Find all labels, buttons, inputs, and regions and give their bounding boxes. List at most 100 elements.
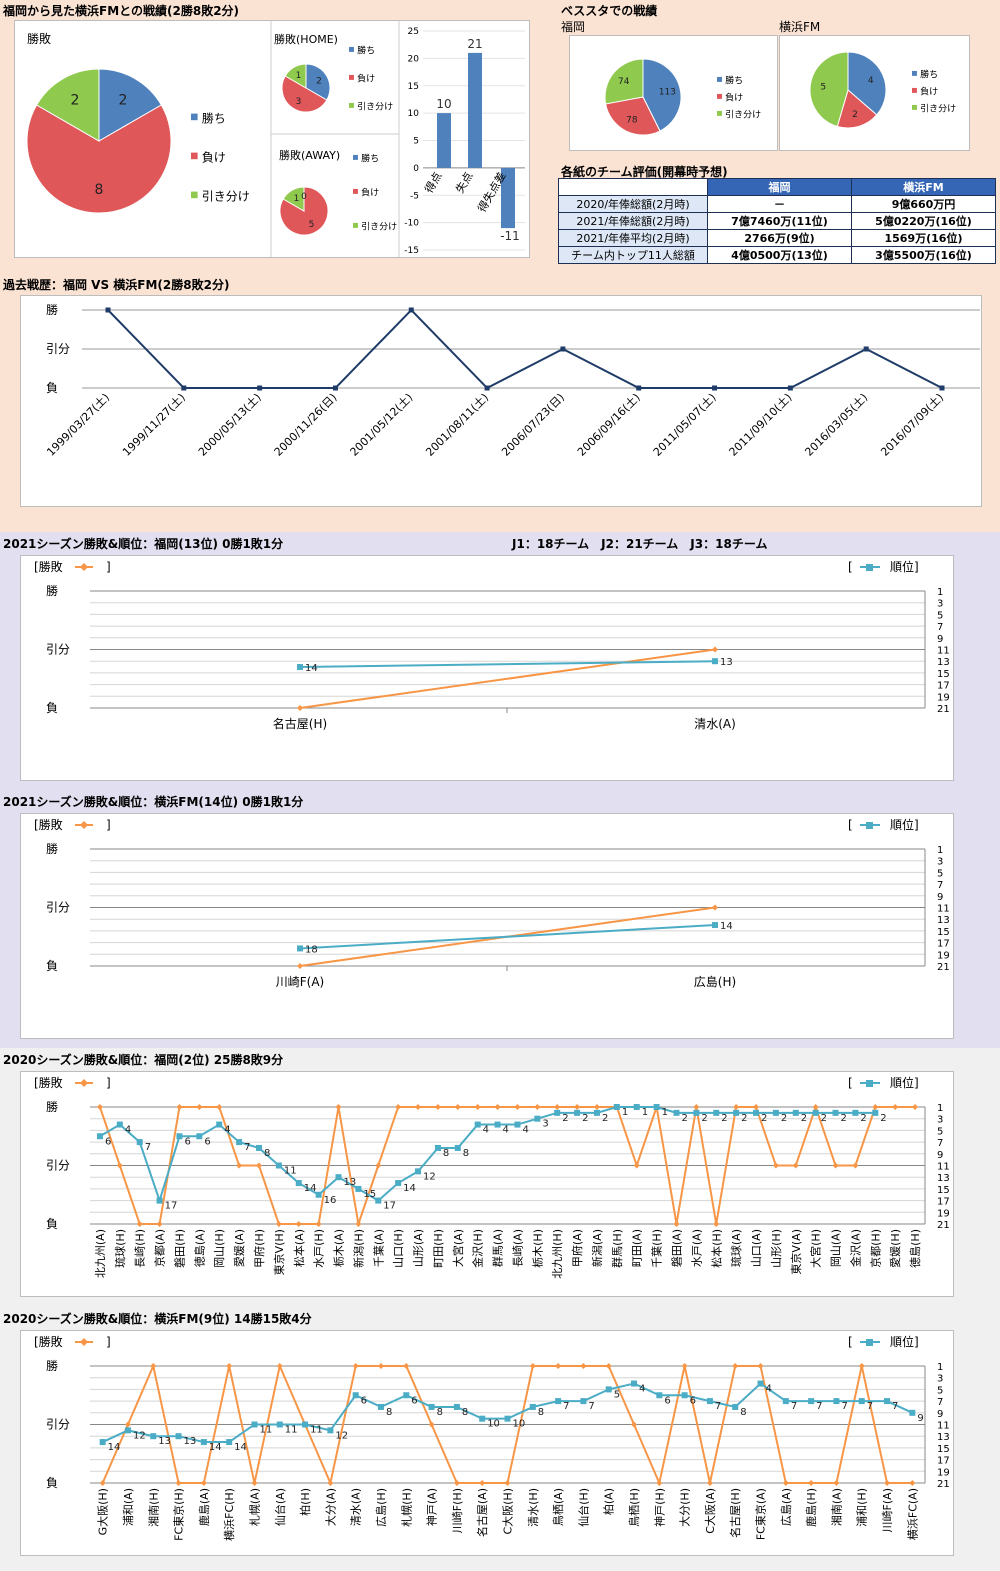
rank-data-label: 8	[538, 1407, 544, 1418]
rank-data-label: 2	[880, 1113, 886, 1124]
evaluation-header-yokohama: 横浜FM	[851, 178, 996, 196]
rank-point	[428, 1403, 435, 1410]
rank-point	[136, 1139, 143, 1146]
category-label-26: 群馬(H)	[610, 1229, 624, 1268]
rank-tick-label: 13	[937, 1432, 950, 1443]
result-point	[633, 1162, 640, 1169]
legend-result-marker	[80, 1338, 88, 1346]
result-point	[297, 963, 303, 969]
rank-tick-label: 7	[937, 1397, 943, 1408]
rank-data-label: 7	[145, 1142, 151, 1153]
legend-bracket: [	[848, 560, 853, 574]
rank-point	[782, 1398, 789, 1405]
rank-point	[712, 922, 718, 929]
result-point	[200, 1480, 207, 1486]
rank-data-label: 2	[681, 1113, 687, 1124]
rank-tick-label: 17	[937, 1456, 950, 1467]
rank-tick-label: 15	[937, 927, 950, 938]
category-label-27: 広島(A)	[779, 1488, 793, 1526]
rank-point	[124, 1427, 131, 1434]
rank-data-label: 7	[244, 1142, 250, 1153]
rank-point	[415, 1168, 422, 1175]
home-legend-swatch-0	[349, 46, 354, 52]
legend-rank-marker	[866, 1339, 873, 1346]
evaluation-cell-yokohama: 5億0220万(16位)	[851, 212, 996, 230]
goals-tick-label: 0	[413, 164, 419, 174]
rank-point	[403, 1392, 410, 1399]
rank-data-label: 10	[487, 1419, 500, 1430]
result-point	[912, 1104, 919, 1110]
rank-data-label: 4	[503, 1125, 509, 1136]
goals-tick-label: -5	[410, 191, 419, 201]
rank-point	[297, 664, 303, 671]
category-label-22: 神戸(H)	[652, 1488, 666, 1527]
category-label-30: 水戸(A)	[690, 1229, 703, 1267]
rank-tick-label: 21	[937, 962, 950, 973]
rank-data-label: 7	[563, 1401, 569, 1412]
category-label-24: 甲府(A)	[570, 1229, 584, 1267]
rank-data-label: 8	[462, 1407, 468, 1418]
rank-data-label: 2	[841, 1113, 847, 1124]
rank-data-label: 14	[304, 1183, 317, 1194]
rank-point	[355, 1185, 362, 1192]
goals-bar-0	[437, 113, 451, 168]
legend-bracket: [	[848, 818, 853, 832]
rank-point	[255, 1144, 262, 1151]
rank-point	[808, 1398, 815, 1405]
category-label-25: 名古屋(H)	[728, 1488, 742, 1538]
history-date-label-11: 2016/07/09(土)	[878, 391, 946, 459]
rank-data-label: 7	[791, 1401, 797, 1412]
evaluation-row: 2020/年俸総額(2月時) － 9億660万円	[558, 195, 996, 213]
evaluation-cell-yokohama: 3億5500万(16位)	[851, 246, 996, 264]
history-date-label-10: 2016/03/05(土)	[802, 391, 870, 459]
rank-point	[673, 1109, 680, 1116]
legend-result-label: [勝敗	[34, 559, 63, 574]
goals-tick-label: 25	[408, 27, 419, 37]
rank-point	[706, 1398, 713, 1405]
rank-data-label: 6	[411, 1395, 417, 1406]
result-ylabel-0: 勝	[46, 841, 58, 856]
besusta-fukuoka-pie-label-0: 113	[659, 87, 676, 97]
rank-tick-label: 13	[937, 1173, 950, 1184]
category-label-20: 群馬(A)	[491, 1229, 505, 1267]
result-point	[733, 1104, 740, 1110]
history-date-label-3: 2000/11/26(日)	[272, 391, 340, 459]
besusta-fukuoka-pie-slice-2	[604, 58, 644, 105]
result-ylabel-1: 引分	[46, 643, 70, 657]
rank-point	[96, 1133, 103, 1140]
rank-data-label: 6	[664, 1395, 670, 1406]
away-legend-label-0: 勝ち	[361, 153, 379, 165]
result-point	[757, 1363, 764, 1369]
rank-tick-label: 1	[937, 1103, 943, 1114]
rank-tick-label: 17	[937, 1197, 950, 1208]
category-label-8: 甲府(H)	[252, 1229, 266, 1268]
category-label-7: 仙台(A)	[273, 1488, 287, 1526]
history-point	[332, 385, 338, 391]
rank-data-label: 17	[383, 1201, 396, 1212]
rank-data-label: 5	[614, 1389, 620, 1400]
history-point	[712, 385, 718, 391]
result-point	[276, 1363, 283, 1369]
home-legend-swatch-1	[349, 74, 354, 80]
category-label-16: 山形(A)	[412, 1229, 425, 1267]
category-label-34: 山形(H)	[770, 1229, 783, 1268]
away-legend-swatch-2	[353, 222, 358, 228]
season-f20-panel	[20, 1071, 954, 1297]
history-date-label-8: 2011/05/07(土)	[651, 391, 719, 459]
rank-data-label: 14	[234, 1442, 247, 1453]
overall-pie-slice-1	[26, 104, 172, 214]
history-panel	[20, 295, 982, 507]
rank-point	[909, 1409, 916, 1416]
away-legend-label-2: 引き分け	[361, 222, 397, 233]
result-ylabel-2: 負	[46, 701, 58, 715]
result-point	[175, 1480, 182, 1486]
legend-rank-label: 順位]	[890, 817, 919, 832]
rank-tick-label: 3	[937, 1115, 943, 1126]
rank-tick-label: 7	[937, 1138, 943, 1149]
category-label-30: 浦和(H)	[856, 1488, 869, 1527]
category-label-4: 磐田(H)	[172, 1229, 186, 1268]
rank-point	[514, 1121, 521, 1128]
away-pie-slice-1	[279, 186, 329, 236]
category-label-41: 徳島(H)	[908, 1229, 922, 1268]
